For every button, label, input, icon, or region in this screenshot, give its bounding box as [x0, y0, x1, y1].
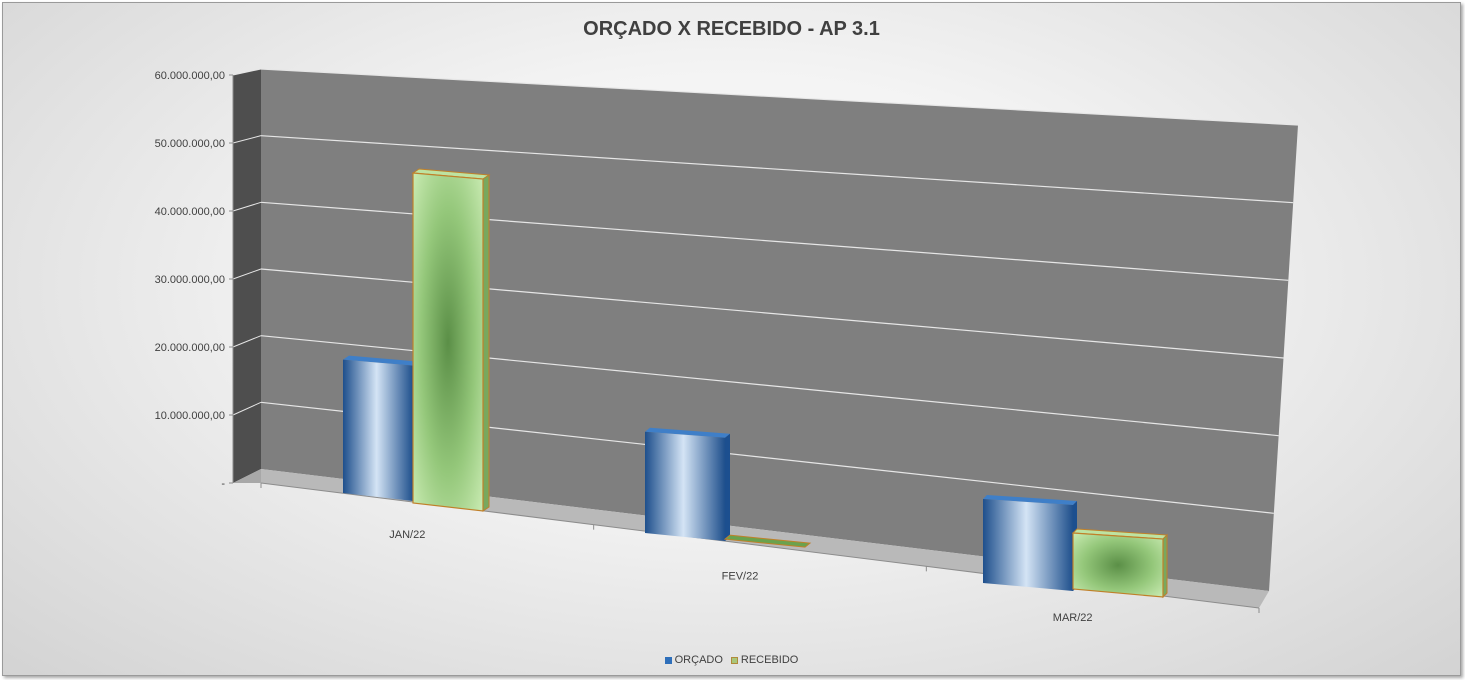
back-wall [261, 69, 1298, 591]
bar-recebido-jan-22 [412, 172, 484, 512]
chart-title: ORÇADO X RECEBIDO - AP 3.1 [583, 18, 880, 40]
y-tick-label: 50.000.000,00 [155, 138, 225, 150]
x-tick-label: JAN/22 [389, 529, 425, 541]
y-tick-label: 60.000.000,00 [155, 70, 225, 82]
bar-orcado-mar-22-top [983, 495, 1077, 505]
gridline [260, 135, 1294, 204]
gridline-side [232, 201, 262, 212]
bar-orcado-fev-22-side [725, 433, 730, 541]
gridline-side [232, 268, 262, 280]
y-tick-label: 20.000.000,00 [155, 342, 225, 354]
gridline-side [232, 68, 262, 76]
bar-recebido-fev-22 [723, 534, 812, 548]
bar-recebido-mar-22 [1072, 532, 1164, 598]
y-tick-label: 40.000.000,00 [155, 206, 225, 218]
bar-orcado-mar-22 [983, 499, 1073, 591]
bar-orcado-jan-22-top [343, 355, 419, 366]
gridline-side [232, 335, 262, 348]
floor-corner [233, 469, 261, 483]
bar-orcado-jan-22 [343, 359, 413, 501]
bar-orcado-fev-22-top [645, 427, 730, 438]
bar-orcado-fev-22 [645, 431, 725, 541]
legend-swatch-recebido [730, 656, 738, 664]
y-tick-label: 30.000.000,00 [155, 274, 225, 286]
plot-area: - 10.000.000,00 20.000.000,00 30.000.000,00… [155, 68, 1299, 624]
legend-label-orcado: ORÇADO [674, 654, 723, 666]
x-tick-label: FEV/22 [722, 571, 759, 583]
y-tick-label: - [221, 478, 225, 490]
gridline-side [232, 401, 262, 416]
y-tick-label: 10.000.000,00 [155, 410, 225, 422]
legend: ORÇADO RECEBIDO [3, 654, 1460, 666]
gridline-side [232, 135, 262, 144]
legend-item-orcado: ORÇADO [664, 654, 723, 666]
bar-recebido-jan-22-side [482, 174, 490, 512]
x-tick-label: MAR/22 [1053, 612, 1093, 624]
legend-label-recebido: RECEBIDO [740, 654, 799, 666]
legend-swatch-orcado [664, 656, 672, 664]
gridline [260, 68, 1299, 126]
legend-item-recebido: RECEBIDO [730, 654, 799, 666]
side-wall [233, 69, 261, 483]
